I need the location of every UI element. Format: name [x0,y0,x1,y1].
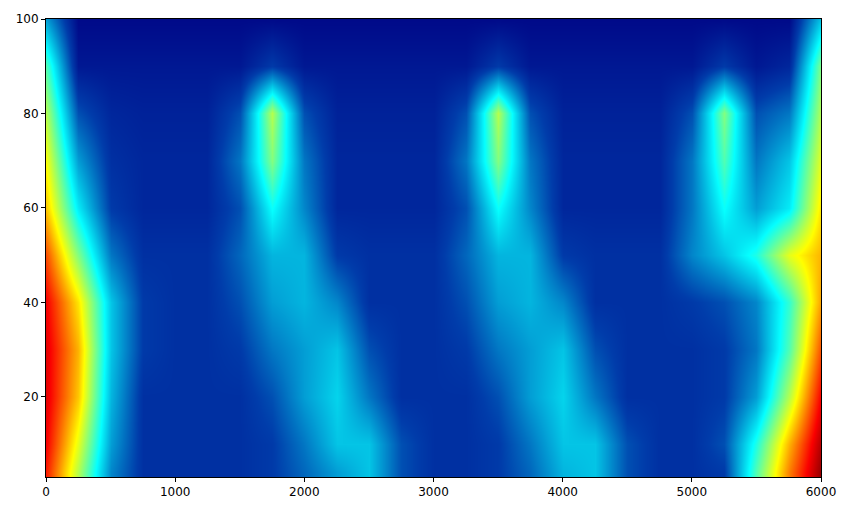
svg-text:60: 60 [23,201,38,215]
svg-text:6000: 6000 [806,485,837,499]
svg-text:3000: 3000 [418,485,449,499]
svg-text:20: 20 [23,390,38,404]
svg-text:4000: 4000 [547,485,578,499]
svg-text:5000: 5000 [677,485,708,499]
svg-text:100: 100 [16,12,39,26]
svg-text:80: 80 [23,107,38,121]
svg-text:2000: 2000 [289,485,320,499]
svg-text:40: 40 [23,296,38,310]
svg-text:1000: 1000 [160,485,191,499]
svg-text:0: 0 [42,485,50,499]
